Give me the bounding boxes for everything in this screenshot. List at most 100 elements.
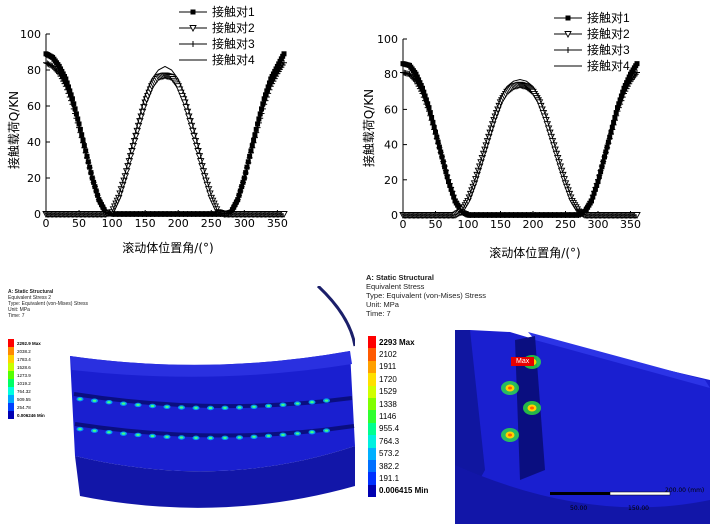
x-tick-label: 150 (490, 218, 511, 231)
data-point (253, 126, 259, 132)
data-point (610, 121, 617, 128)
data-point (592, 184, 599, 191)
stress-hotspot (252, 405, 256, 408)
data-point (277, 58, 283, 64)
stress-hotspot (150, 434, 155, 438)
data-point (62, 83, 69, 90)
legend-swatch (179, 41, 207, 47)
data-point (83, 154, 90, 161)
data-point (57, 73, 64, 80)
fea-result-view-1: A: Static Structural Equivalent Stress 2… (0, 286, 355, 524)
data-point (56, 70, 63, 77)
data-point (593, 180, 600, 187)
data-point (622, 82, 628, 88)
legend-value: 1529 (379, 387, 397, 397)
stress-hotspot (310, 431, 314, 434)
data-point (602, 149, 609, 156)
series-line (46, 74, 284, 215)
y-axis-label: 接触载荷Q/KN (6, 91, 21, 169)
data-point (93, 187, 100, 194)
data-point (189, 25, 197, 32)
fea-header-2: A: Static Structural Equivalent Stress T… (366, 273, 486, 318)
data-point (270, 78, 277, 85)
legend-entry: 509.55 (8, 395, 45, 403)
data-point (45, 61, 52, 68)
data-point (59, 68, 65, 74)
series-line (403, 84, 637, 216)
data-point (245, 159, 252, 166)
legend-value: 254.78 (17, 404, 31, 410)
legend-value: 1019.2 (17, 380, 31, 386)
data-point (268, 76, 274, 82)
scale-label: 50.00 (570, 505, 587, 512)
legend-entry: 1273.9 (8, 371, 45, 379)
stress-hotspot (237, 406, 242, 409)
stress-hotspot (121, 432, 126, 435)
data-point (606, 135, 613, 142)
data-point (265, 90, 272, 97)
data-point (56, 63, 62, 69)
stress-hotspot (179, 436, 184, 439)
stress-hotspot (208, 436, 213, 440)
legend-entry: 1720 (368, 373, 428, 386)
data-point (229, 206, 236, 213)
y-tick-label: 40 (27, 136, 41, 149)
data-point (274, 63, 280, 69)
data-point (255, 121, 261, 127)
data-point (75, 116, 81, 122)
legend-entry: 2293 Max (368, 336, 428, 349)
data-point (101, 206, 108, 213)
y-tick-label: 60 (27, 100, 41, 113)
data-point (46, 61, 53, 68)
contact-load-chart-2: 0 50 100 150 200 250 300 350 0 20 40 60 80 100 接触载荷Q/… (361, 33, 641, 260)
data-point (177, 89, 185, 97)
legend-entry: 0.006246 Min (8, 411, 45, 419)
data-point (65, 84, 71, 90)
y-tick-label: 100 (20, 28, 41, 41)
data-point (259, 105, 266, 112)
data-point (241, 175, 248, 181)
legend-2: 接触对1 接触对2 接触对3 接触对4 (553, 10, 630, 74)
data-point (237, 187, 244, 194)
data-point (427, 112, 434, 119)
result-type: Type: Equivalent (von-Mises) Stress (366, 291, 487, 300)
data-point (411, 76, 418, 83)
data-point (87, 169, 94, 176)
result-time: Time: 7 (366, 309, 391, 318)
legend-swatch (554, 15, 582, 21)
data-point (95, 196, 102, 203)
data-point (414, 74, 420, 80)
data-point (258, 110, 265, 117)
legend-entry: 接触对3 (178, 36, 255, 52)
data-point (565, 47, 571, 53)
legend-color-swatch (8, 403, 14, 411)
data-point (591, 188, 598, 195)
data-point (70, 105, 77, 112)
data-point (432, 131, 439, 138)
legend-entry: 1338 (368, 397, 428, 411)
legend-color-swatch (368, 348, 376, 361)
data-point (624, 80, 630, 86)
result-name: Equivalent Stress (366, 282, 425, 291)
legend-value: 955.4 (379, 424, 400, 434)
data-point (78, 134, 85, 141)
data-point (618, 97, 625, 104)
data-point (423, 97, 429, 103)
legend-swatch (554, 65, 582, 67)
data-point (234, 196, 241, 203)
stress-hotspot (223, 406, 227, 409)
y-tick-label: 80 (27, 64, 41, 77)
legend-color-swatch (8, 395, 14, 403)
stress-hotspot (194, 406, 198, 409)
y-tick-label: 20 (384, 174, 398, 187)
y-tick-label: 60 (384, 103, 398, 116)
data-point (233, 199, 240, 206)
data-point (613, 112, 620, 119)
legend-value: 1528.6 (17, 364, 31, 370)
data-point (66, 94, 73, 100)
data-point (179, 96, 188, 104)
stress-hotspot (324, 429, 329, 432)
data-point (269, 73, 275, 79)
data-point (261, 101, 268, 108)
data-point (64, 86, 71, 93)
